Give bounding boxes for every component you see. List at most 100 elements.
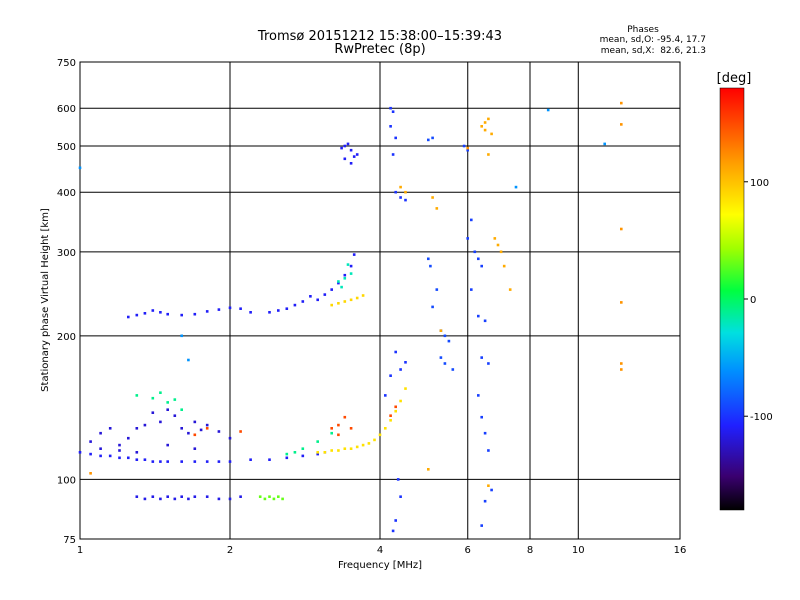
data-point	[343, 447, 347, 450]
data-point	[483, 319, 487, 323]
data-point	[193, 312, 197, 316]
data-point	[443, 334, 447, 338]
data-point	[99, 454, 102, 458]
data-point	[337, 281, 340, 285]
data-point	[173, 414, 177, 417]
data-point	[480, 356, 483, 359]
data-point	[349, 298, 353, 302]
data-point	[508, 288, 512, 291]
grid-lines	[80, 62, 680, 539]
data-point	[78, 166, 82, 170]
data-point	[89, 452, 92, 456]
colorbar-ticks: 100 0 -100	[744, 178, 773, 423]
data-point	[166, 408, 169, 411]
data-point	[173, 398, 177, 401]
data-point	[343, 273, 347, 277]
data-point	[337, 302, 340, 305]
data-point	[159, 311, 162, 314]
data-point	[399, 399, 402, 403]
data-point	[127, 315, 130, 319]
data-point	[228, 306, 232, 310]
data-point	[384, 427, 387, 430]
data-point	[349, 148, 353, 152]
data-point	[470, 288, 473, 291]
data-point	[180, 334, 183, 338]
data-points	[78, 101, 623, 533]
y-tick-label: 500	[57, 142, 76, 153]
data-point	[361, 443, 365, 447]
data-point	[343, 277, 347, 280]
data-point	[89, 440, 92, 443]
data-point	[217, 308, 221, 311]
data-point	[480, 125, 483, 128]
data-point	[480, 415, 483, 419]
data-point	[352, 253, 356, 256]
y-axis-label: Stationary phase Virtual Height [km]	[40, 208, 51, 392]
data-point	[143, 497, 147, 501]
data-point	[239, 430, 242, 433]
x-tick-label: 4	[377, 545, 383, 556]
data-point	[135, 313, 139, 317]
data-point	[330, 303, 333, 307]
data-point	[483, 121, 487, 124]
data-point	[490, 132, 493, 136]
data-point	[277, 495, 280, 498]
data-point	[151, 495, 155, 498]
colorbar-tick-label: 0	[750, 295, 756, 306]
data-point	[108, 427, 112, 430]
data-point	[199, 428, 203, 432]
data-point	[293, 451, 297, 454]
x-tick-label: 16	[674, 545, 687, 556]
y-tick-label: 600	[57, 104, 76, 115]
data-point	[349, 272, 353, 275]
data-point	[135, 394, 139, 397]
data-point	[389, 414, 392, 417]
data-point	[462, 144, 466, 148]
x-tick-label: 8	[527, 545, 533, 556]
data-point	[394, 190, 397, 194]
data-point	[249, 311, 252, 314]
data-point	[151, 309, 155, 312]
data-point	[193, 433, 197, 437]
data-point	[620, 362, 623, 365]
data-point	[180, 427, 183, 430]
data-point	[404, 198, 407, 202]
data-point	[268, 495, 271, 498]
data-point	[228, 460, 232, 463]
data-point	[394, 409, 397, 413]
data-point	[394, 405, 397, 409]
data-point	[349, 162, 353, 165]
data-point	[99, 431, 102, 435]
data-point	[309, 295, 312, 298]
data-point	[352, 155, 356, 158]
data-point	[239, 307, 242, 310]
data-point	[490, 488, 493, 492]
data-point	[487, 153, 490, 156]
data-point	[346, 142, 350, 146]
data-point	[217, 430, 221, 433]
data-point	[399, 368, 402, 371]
stats-line-o: mean, sd,O: -95.4, 17.7	[600, 35, 706, 45]
data-point	[349, 427, 353, 430]
chart-title: Tromsø 20151212 15:38:00–15:39:43	[257, 29, 502, 44]
data-point	[180, 408, 183, 411]
data-point	[135, 451, 139, 454]
data-point	[439, 329, 443, 332]
data-point	[108, 454, 112, 458]
data-point	[431, 136, 434, 140]
data-point	[143, 423, 147, 427]
data-point	[487, 484, 490, 487]
y-axis-ticks: 75 100 200 300 400 500 600 750	[57, 58, 76, 546]
data-point	[180, 460, 183, 463]
data-point	[301, 300, 305, 303]
data-point	[301, 454, 305, 458]
data-point	[173, 497, 177, 501]
data-point	[135, 458, 139, 461]
data-point	[159, 420, 162, 424]
data-point	[349, 447, 353, 450]
colorbar-gradient	[719, 87, 745, 511]
data-point	[268, 311, 271, 314]
data-point	[135, 495, 139, 498]
data-point	[180, 313, 183, 317]
data-point	[466, 146, 469, 150]
